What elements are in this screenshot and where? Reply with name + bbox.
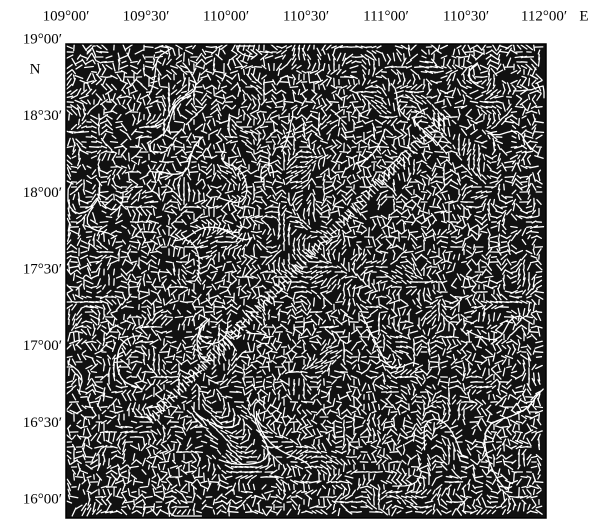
east-label: E — [579, 8, 588, 24]
longitude-label: 110°30′ — [443, 8, 489, 24]
latitude-label: 18°30′ — [23, 108, 62, 124]
latitude-label: 17°00′ — [23, 338, 62, 354]
latitude-label: 19°00′ — [23, 31, 62, 47]
longitude-label: 109°30′ — [123, 8, 170, 24]
longitude-label: 110°30′ — [283, 8, 329, 24]
longitude-label: 112°00′ — [521, 8, 567, 24]
north-label: N — [30, 61, 41, 77]
latitude-label: 16°00′ — [23, 491, 62, 507]
latitude-label: 16°30′ — [23, 415, 62, 431]
longitude-label: 110°00′ — [203, 8, 249, 24]
longitude-label: 111°00′ — [363, 8, 409, 24]
latitude-label: 17°30′ — [23, 261, 62, 277]
longitude-label: 109°00′ — [43, 8, 90, 24]
latitude-label: 18°00′ — [23, 185, 62, 201]
map-figure: 109°00′ 109°30′ 110°00′ 110°30′ 111°00′ 110°3… — [0, 0, 598, 521]
